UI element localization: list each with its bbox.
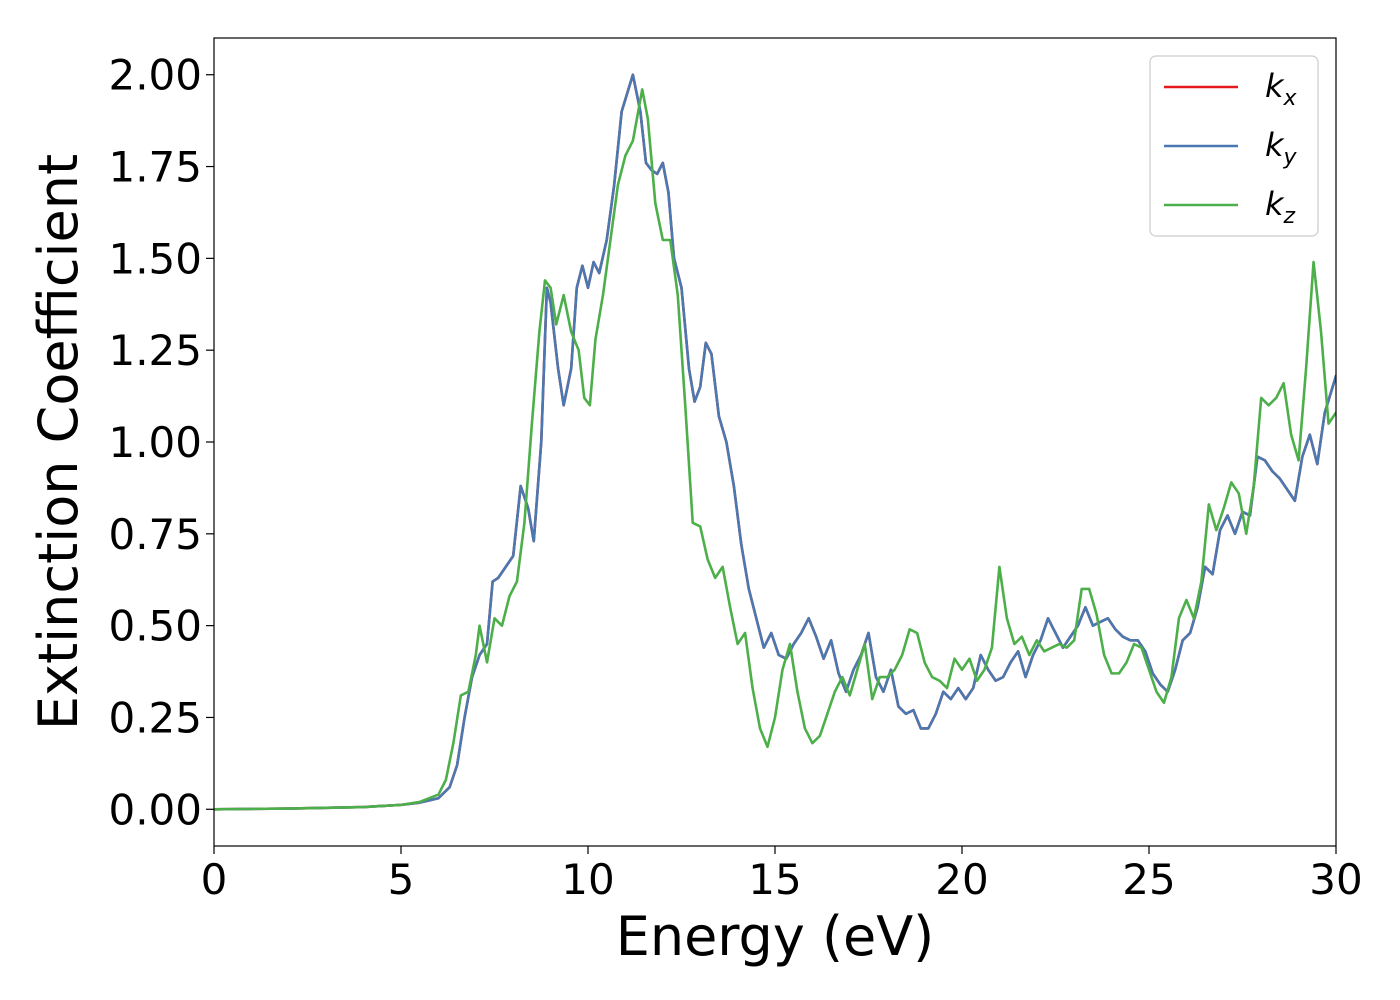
x-axis-label: Energy (eV) (616, 905, 935, 968)
x-tick-label: 20 (935, 855, 988, 904)
y-tick-label: 1.75 (108, 143, 202, 192)
x-axis-ticks: 0 5 10 15 20 25 30 (201, 846, 1363, 904)
y-tick-label: 0.50 (108, 602, 202, 651)
y-tick-label: 0.75 (108, 510, 202, 559)
x-tick-label: 15 (748, 855, 801, 904)
y-axis-label: Extinction Coefficient (27, 154, 90, 730)
y-tick-label: 1.00 (108, 418, 202, 467)
legend: kx ky kz (1149, 55, 1319, 237)
series-layer (214, 73, 1336, 811)
series-line-kz (214, 88, 1336, 811)
y-tick-label: 0.00 (108, 785, 202, 834)
y-tick-label: 1.25 (108, 326, 202, 375)
x-tick-label: 0 (201, 855, 228, 904)
legend-label-kx: kx (1265, 67, 1298, 111)
x-tick-label: 30 (1309, 855, 1362, 904)
x-tick-label: 25 (1122, 855, 1175, 904)
y-tick-label: 1.50 (108, 234, 202, 283)
x-tick-label: 10 (561, 855, 614, 904)
x-tick-label: 5 (388, 855, 415, 904)
legend-label-kz: kz (1265, 185, 1296, 229)
y-tick-label: 2.00 (108, 51, 202, 100)
legend-label-ky: ky (1265, 126, 1298, 170)
y-tick-label: 0.25 (108, 693, 202, 742)
y-axis-ticks: 0.00 0.25 0.50 0.75 1.00 1.25 1.50 1.75 2.00 (108, 51, 214, 834)
